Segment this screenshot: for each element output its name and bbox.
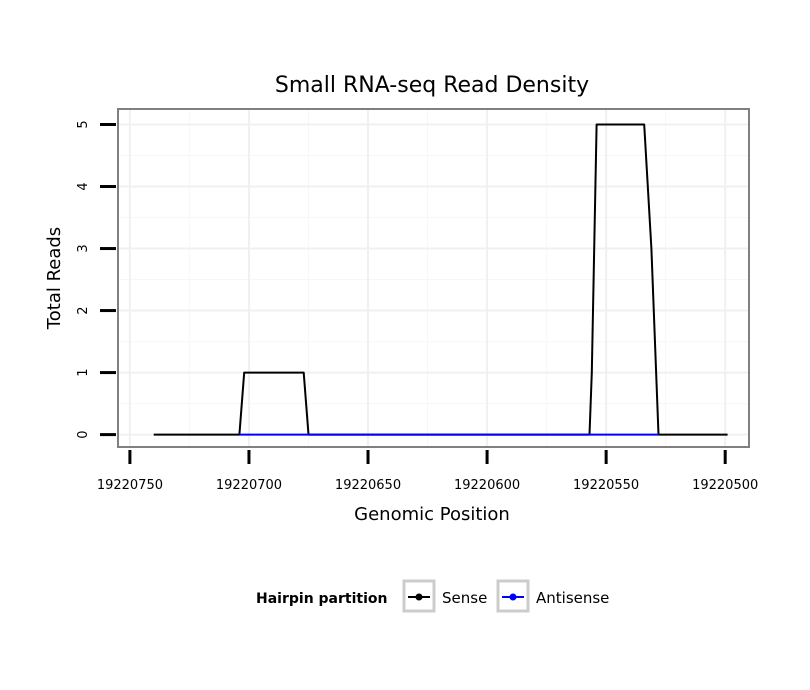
axes: 19220750 19220700 19220650 19220600 19220550… <box>76 120 758 493</box>
x-tick-label: 19220650 <box>335 478 401 493</box>
x-tick-label: 19220550 <box>573 478 639 493</box>
legend-key-sense-point <box>415 593 423 601</box>
legend-label-antisense: Antisense <box>536 589 609 607</box>
x-tick-label: 19220700 <box>216 478 282 493</box>
y-tick-label: 2 <box>76 306 91 314</box>
plot-panel-border <box>117 108 750 448</box>
legend-label-sense: Sense <box>442 589 487 607</box>
y-tick-label: 3 <box>76 244 91 252</box>
legend-key-antisense-point <box>509 593 517 601</box>
x-tick-label: 19220750 <box>97 478 163 493</box>
legend: Hairpin partition Sense Antisense <box>256 579 609 613</box>
x-tick-label: 19220500 <box>692 478 758 493</box>
grid <box>118 109 749 447</box>
y-axis-title: Total Reads <box>44 227 65 330</box>
y-tick-label: 0 <box>76 430 91 438</box>
y-tick-label: 4 <box>76 182 91 190</box>
x-tick-label: 19220600 <box>454 478 520 493</box>
x-axis-title: Genomic Position <box>354 504 510 525</box>
y-tick-label: 1 <box>76 368 91 376</box>
legend-title: Hairpin partition <box>256 591 387 607</box>
series-layer <box>153 123 728 436</box>
series-line-sense <box>153 123 728 436</box>
chart-title: Small RNA-seq Read Density <box>275 73 589 98</box>
y-tick-label: 5 <box>76 120 91 128</box>
